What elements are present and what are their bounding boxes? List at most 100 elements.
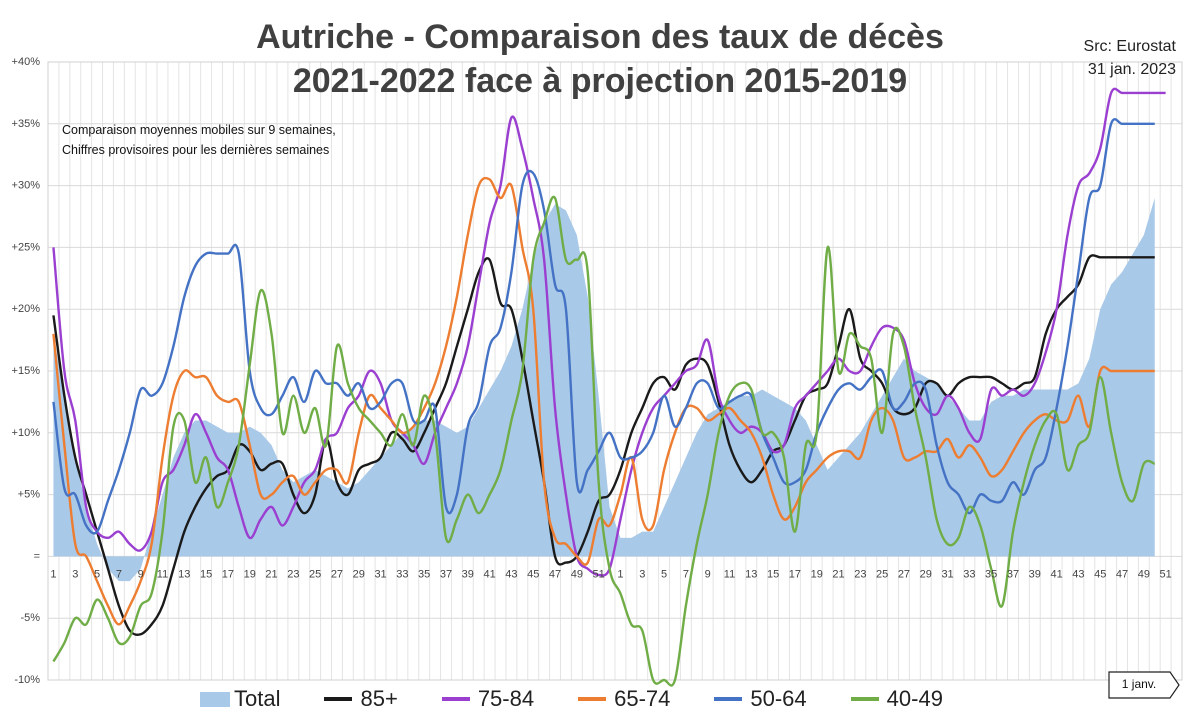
x-tick-label: 51 xyxy=(1160,568,1172,580)
x-tick-label: 29 xyxy=(353,568,365,580)
chart-title-line-2: 2021-2022 face à projection 2015-2019 xyxy=(292,62,908,100)
x-tick-label: 3 xyxy=(639,568,645,580)
axis-labels: -10% -5% = +5% +10% +15% +20% +25% +30% +35% +40% 1… xyxy=(12,56,1172,686)
x-tick-label: 35 xyxy=(985,568,997,580)
y-tick-label: -5% xyxy=(20,612,40,624)
series-line-50-64 xyxy=(52,118,1155,535)
y-tick-label: = xyxy=(34,550,40,562)
source-date: 31 jan. 2023 xyxy=(1087,61,1176,78)
legend-item-65-74: 65-74 xyxy=(578,686,670,712)
legend-item-50-64: 50-64 xyxy=(714,686,807,712)
x-tick-label: 43 xyxy=(505,568,517,580)
legend-item-85-plus: 85+ xyxy=(324,686,398,712)
x-tick-label: 3 xyxy=(72,568,78,580)
chart-note-line-2: Chiffres provisoires pour les dernières … xyxy=(62,143,330,157)
y-tick-label: +40% xyxy=(12,56,41,68)
legend-label: 85+ xyxy=(360,686,398,711)
x-tick-label: 49 xyxy=(571,568,583,580)
y-tick-label: +5% xyxy=(18,489,41,501)
x-tick-label: 25 xyxy=(309,568,321,580)
x-tick-label: 37 xyxy=(440,568,452,580)
x-tick-label: 27 xyxy=(331,568,343,580)
x-tick-label: 13 xyxy=(178,568,190,580)
legend-item-75-84: 75-84 xyxy=(441,686,535,712)
series-line-65-74 xyxy=(52,176,1155,626)
x-tick-label: 39 xyxy=(1029,568,1041,580)
x-tick-label: 23 xyxy=(854,568,866,580)
series-line-75-84 xyxy=(52,87,1166,577)
x-tick-label: 17 xyxy=(789,568,801,580)
x-tick-label: 11 xyxy=(724,568,735,580)
legend-item-total: Total xyxy=(200,686,280,712)
source-label: Src: Eurostat xyxy=(1083,38,1176,55)
x-tick-label: 17 xyxy=(222,568,234,580)
x-tick-label: 9 xyxy=(138,568,144,580)
x-tick-label: 45 xyxy=(527,568,539,580)
chart-note-line-1: Comparaison moyennes mobiles sur 9 semai… xyxy=(62,123,336,137)
legend-swatch xyxy=(850,697,879,701)
series-line-40-49 xyxy=(52,195,1156,687)
legend-swatch xyxy=(578,697,607,701)
legend-label: 40-49 xyxy=(886,686,943,711)
x-tick-label: 31 xyxy=(941,568,953,580)
x-tick-label: 1 xyxy=(50,568,56,580)
x-tick-label: 33 xyxy=(963,568,975,580)
x-tick-label: 37 xyxy=(1007,568,1019,580)
y-tick-label: +10% xyxy=(12,427,41,439)
x-tick-label: 49 xyxy=(1138,568,1150,580)
grid-lines xyxy=(47,61,1183,681)
x-tick-label: 1 xyxy=(617,568,623,580)
y-tick-label: +15% xyxy=(12,365,41,377)
legend-label: 65-74 xyxy=(614,686,671,711)
year-marker-arrow-icon xyxy=(1108,671,1180,699)
x-tick-label: 7 xyxy=(116,568,122,580)
x-tick-label: 15 xyxy=(767,568,779,580)
x-tick-label: 11 xyxy=(157,568,168,580)
legend-label: 50-64 xyxy=(750,686,807,711)
legend: Total 85+ 75-84 65-74 50-64 40-49 xyxy=(200,684,987,714)
x-tick-label: 5 xyxy=(661,568,667,580)
y-tick-label: +25% xyxy=(12,241,41,253)
x-tick-label: 35 xyxy=(418,568,430,580)
y-tick-label: +30% xyxy=(12,180,41,192)
x-tick-label: 25 xyxy=(876,568,888,580)
area-layer xyxy=(53,197,1155,582)
x-tick-label: 29 xyxy=(920,568,932,580)
year-marker-label: 1 janv. xyxy=(1121,677,1157,691)
legend-label: 75-84 xyxy=(477,686,535,711)
line-layer xyxy=(52,87,1166,687)
x-tick-label: 15 xyxy=(200,568,212,580)
x-tick-label: 47 xyxy=(549,568,561,580)
series-line-85-plus xyxy=(52,254,1155,636)
x-tick-label: 41 xyxy=(483,568,495,580)
y-tick-label: +35% xyxy=(12,118,41,130)
x-tick-label: 21 xyxy=(832,568,844,580)
x-tick-label: 31 xyxy=(374,568,386,580)
x-tick-label: 23 xyxy=(287,568,299,580)
x-tick-label: 51 xyxy=(593,568,605,580)
legend-swatch xyxy=(441,697,470,701)
x-tick-label: 43 xyxy=(1072,568,1084,580)
legend-item-40-49: 40-49 xyxy=(850,686,943,712)
x-tick-label: 19 xyxy=(244,568,256,580)
chart-title-line-1: Autriche - Comparaison des taux de décès xyxy=(256,18,944,56)
x-tick-label: 41 xyxy=(1050,568,1062,580)
y-tick-label: +20% xyxy=(12,303,41,315)
x-tick-label: 7 xyxy=(683,568,689,580)
legend-swatch xyxy=(714,697,743,701)
x-tick-label: 19 xyxy=(811,568,823,580)
series-area-total xyxy=(53,197,1155,582)
legend-label: Total xyxy=(234,686,281,711)
legend-swatch xyxy=(200,691,230,707)
x-tick-label: 47 xyxy=(1116,568,1128,580)
x-tick-label: 45 xyxy=(1094,568,1106,580)
y-tick-label: -10% xyxy=(14,674,40,686)
x-tick-label: 13 xyxy=(745,568,757,580)
x-tick-label: 5 xyxy=(94,568,100,580)
x-tick-label: 33 xyxy=(396,568,408,580)
x-tick-label: 39 xyxy=(462,568,474,580)
plot-border xyxy=(47,61,1183,681)
x-tick-label: 27 xyxy=(898,568,910,580)
